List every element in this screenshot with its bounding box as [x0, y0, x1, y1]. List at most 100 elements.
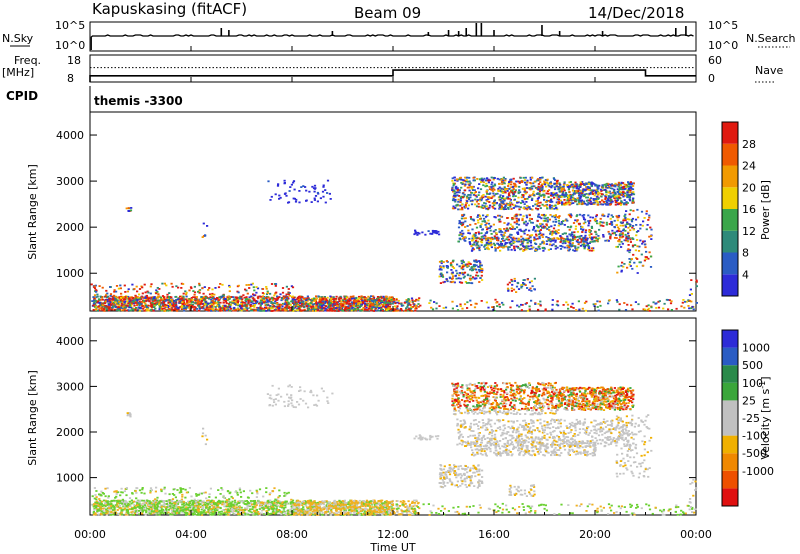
range-cell	[498, 228, 501, 230]
range-cell	[324, 201, 327, 204]
nave-label: Nave	[755, 64, 783, 77]
range-cell	[586, 196, 589, 199]
range-cell	[649, 255, 653, 258]
range-cell	[494, 298, 497, 301]
range-cell	[424, 233, 427, 236]
range-cell	[339, 303, 342, 306]
range-cell	[561, 201, 564, 204]
range-cell	[650, 306, 653, 309]
range-cell	[121, 306, 124, 309]
range-cell	[320, 299, 323, 302]
range-cell	[340, 300, 343, 303]
range-cell	[665, 298, 668, 301]
range-cell	[555, 185, 558, 188]
range-cell	[623, 302, 626, 304]
range-cell	[461, 206, 464, 209]
range-cell	[625, 237, 628, 240]
range-cell	[634, 249, 637, 252]
range-cell	[585, 199, 589, 202]
range-cell	[154, 299, 157, 302]
range-cell	[292, 181, 295, 184]
range-cell	[295, 302, 298, 305]
range-cell	[552, 227, 556, 230]
range-cell	[149, 285, 152, 288]
range-cell	[567, 213, 570, 216]
range-cell	[435, 307, 438, 310]
range-cell	[599, 188, 602, 191]
range-cell	[484, 185, 487, 188]
range-cell	[494, 248, 497, 250]
range-cell	[501, 191, 504, 194]
range-cell	[296, 309, 300, 312]
range-cell	[481, 268, 484, 270]
range-cell	[304, 298, 307, 300]
range-cell	[292, 308, 295, 310]
range-cell	[139, 298, 142, 300]
range-cell	[429, 299, 432, 302]
range-cell	[547, 196, 550, 198]
range-cell	[117, 287, 120, 290]
range-cell	[528, 305, 531, 308]
range-cell	[267, 296, 270, 299]
range-cell	[280, 303, 283, 306]
range-cell	[169, 301, 172, 304]
range-cell	[555, 184, 558, 187]
range-cell	[568, 241, 571, 244]
range-cell	[283, 179, 286, 182]
range-cell	[629, 189, 632, 192]
range-cell	[527, 239, 530, 241]
range-cell	[540, 234, 543, 236]
range-cell	[221, 308, 224, 311]
range-cell	[537, 213, 540, 216]
range-cell	[303, 308, 306, 311]
range-cell	[145, 306, 148, 308]
range-cell	[313, 190, 316, 193]
range-cell	[630, 219, 633, 221]
range-cell	[458, 189, 461, 192]
range-cell	[567, 307, 570, 310]
range-cell	[497, 190, 500, 192]
range-cell	[269, 199, 272, 201]
range-cell	[193, 285, 196, 288]
range-cell	[597, 201, 600, 204]
range-cell	[297, 305, 300, 308]
range-cell	[512, 177, 515, 180]
range-cell	[601, 221, 604, 224]
range-cell	[613, 232, 616, 234]
range-cell	[108, 297, 111, 300]
range-cell	[197, 290, 200, 293]
range-cell	[607, 240, 610, 242]
range-cell	[559, 248, 563, 250]
beam-title: Beam 09	[354, 4, 421, 22]
range-cell	[355, 300, 358, 302]
range-cell	[211, 295, 214, 298]
range-cell	[296, 298, 299, 301]
range-cell	[533, 226, 536, 228]
range-cell	[579, 241, 582, 244]
range-cell	[302, 300, 305, 303]
range-cell	[545, 236, 548, 238]
range-cell	[621, 224, 625, 227]
range-cell	[614, 199, 617, 202]
range-cell	[579, 190, 582, 193]
range-cell	[541, 203, 544, 206]
range-cell	[543, 199, 546, 201]
range-cell	[545, 243, 548, 245]
range-cell	[606, 187, 609, 189]
range-cell	[271, 303, 274, 306]
range-cell	[454, 196, 457, 198]
range-cell	[174, 304, 177, 306]
range-cell	[170, 282, 173, 285]
range-cell	[150, 283, 153, 286]
range-cell	[120, 303, 123, 305]
range-cell	[471, 237, 474, 240]
range-cell	[267, 300, 270, 303]
range-cell	[619, 233, 622, 236]
range-cell	[152, 304, 155, 307]
range-cell	[576, 241, 579, 243]
range-cell	[180, 287, 183, 289]
range-cell	[452, 197, 455, 200]
range-cell	[600, 224, 603, 227]
range-cell	[298, 201, 301, 204]
range-cell	[613, 185, 616, 187]
